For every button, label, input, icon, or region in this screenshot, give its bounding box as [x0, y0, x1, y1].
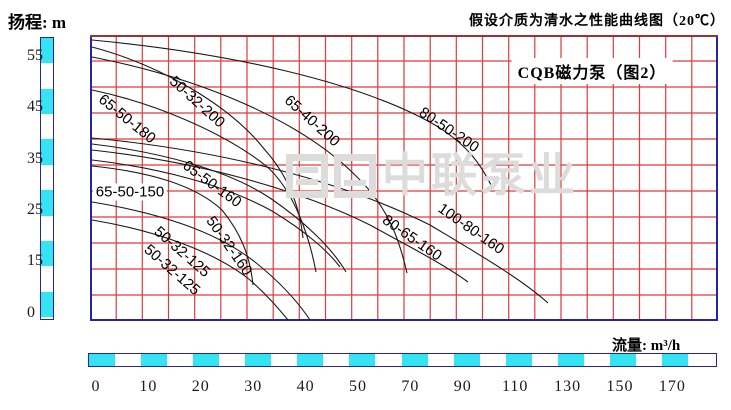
curve-label: 65-50-150 — [92, 183, 168, 201]
series-family-label: CQB磁力泵（图2） — [511, 58, 673, 84]
axis-bar-segment — [41, 38, 53, 64]
axis-bar-segment — [41, 266, 53, 293]
x-tick-label: 40 — [296, 378, 315, 395]
axis-bar-segment — [41, 139, 53, 166]
axis-bar-segment — [687, 354, 715, 366]
axis-bar-segment — [479, 354, 507, 366]
axis-bar-segment — [141, 354, 168, 366]
axis-bar-segment — [167, 354, 194, 366]
pump-curve-65-50-150 — [91, 159, 341, 268]
y-tick-label: 35 — [27, 149, 43, 167]
chart-title: 假设介质为清水之性能曲线图（20℃） — [469, 14, 725, 29]
x-tick-label: 90 — [453, 378, 472, 395]
axis-bar-segment — [89, 354, 116, 366]
grid-and-curves — [90, 35, 718, 321]
axis-bar-segment — [453, 354, 481, 366]
axis-bar-segment — [505, 354, 533, 366]
pump-curve-65-40-200 — [91, 56, 408, 274]
axis-bar-segment — [427, 354, 455, 366]
axis-bar-segment — [375, 354, 402, 366]
axis-bar-segment — [41, 215, 53, 242]
axis-bar-segment — [349, 354, 376, 366]
axis-bar-segment — [193, 354, 220, 366]
axis-bar-segment — [41, 114, 53, 140]
axis-bar-segment — [323, 354, 350, 366]
plot-area — [90, 35, 718, 321]
pump-curve-65-50-180 — [91, 89, 317, 273]
axis-bar-segment — [41, 88, 53, 115]
x-tick-label: 130 — [554, 378, 582, 395]
pump-curve-100-80-160 — [91, 137, 549, 304]
y-axis-title: 扬程: m — [8, 13, 67, 32]
y-tick-label: 15 — [27, 252, 43, 270]
axis-bar-segment — [41, 291, 53, 318]
axis-bar-segment — [245, 354, 272, 366]
axis-bar-segment — [635, 354, 663, 366]
axis-bar-segment — [41, 164, 53, 191]
axis-bar-segment — [583, 354, 611, 366]
x-axis-title: 流量: m³/h — [612, 338, 681, 354]
axis-bar-segment — [531, 354, 559, 366]
pump-curve-80-65-160 — [91, 149, 469, 283]
pump-curve-80-50-200 — [91, 39, 494, 190]
axis-bar-segment — [557, 354, 585, 366]
y-tick-label: 45 — [27, 98, 43, 116]
axis-bar-segment — [271, 354, 298, 366]
pump-curve-65-50-160 — [91, 143, 347, 273]
x-tick-label: 170 — [658, 378, 686, 395]
axis-bar-segment — [115, 354, 142, 366]
axis-bar-segment — [661, 354, 689, 366]
x-axis-striped-bar — [88, 353, 717, 367]
y-tick-label: 25 — [27, 200, 43, 218]
pump-curve-50-32-125 — [91, 201, 311, 321]
y-tick-label: 0 — [27, 303, 35, 321]
axis-bar-segment — [401, 354, 429, 366]
pump-curve-50-32-125 — [91, 219, 289, 321]
pump-curve-50-32-200 — [91, 46, 304, 239]
x-tick-label: 110 — [501, 378, 529, 395]
axis-bar-segment — [41, 240, 53, 267]
x-tick-label: 10 — [139, 378, 158, 395]
axis-bar-segment — [41, 63, 53, 90]
axis-bar-segment — [609, 354, 637, 366]
x-tick-label: 50 — [349, 378, 367, 395]
x-tick-label: 70 — [401, 378, 420, 395]
x-tick-label: 30 — [244, 378, 263, 395]
axis-bar-segment — [41, 190, 53, 217]
y-tick-label: 55 — [27, 47, 43, 64]
y-axis-striped-bar — [40, 37, 54, 320]
axis-bar-segment — [297, 354, 324, 366]
x-tick-label: 20 — [191, 378, 210, 395]
x-tick-label: 150 — [606, 378, 634, 395]
axis-bar-segment — [219, 354, 246, 366]
x-tick-label: 0 — [91, 378, 101, 395]
